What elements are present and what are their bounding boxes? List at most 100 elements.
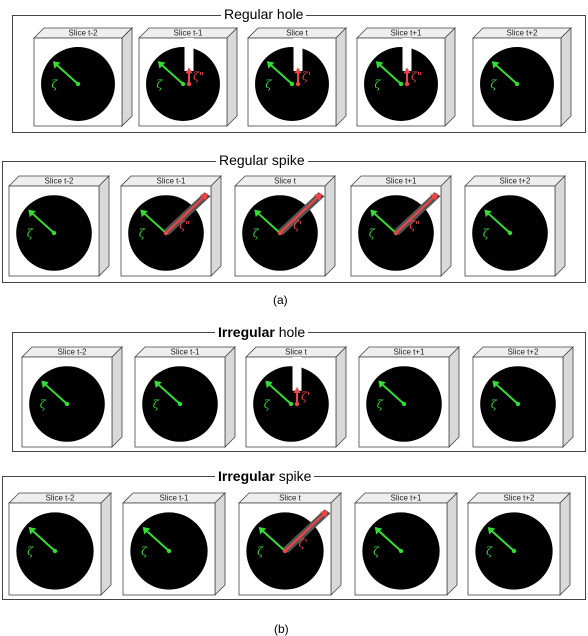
zeta-label: ζ — [139, 227, 146, 240]
zeta-label: ζ — [491, 398, 498, 411]
slice-cube: Slice t-2 ζ — [21, 346, 123, 448]
zeta-label: ζ — [153, 398, 160, 411]
defect-zeta-label: ζ' — [293, 219, 302, 232]
hole-notch — [402, 38, 412, 72]
normal-vector — [487, 527, 517, 554]
cube-side — [444, 27, 456, 127]
slice-label: Slice t — [286, 29, 309, 38]
normal-vector — [41, 380, 70, 407]
defect-zeta-label: ζ" — [411, 70, 422, 83]
cube-side — [446, 492, 458, 596]
normal-vector — [142, 527, 172, 554]
slice-cube: Slice t-1 ζ — [122, 492, 226, 596]
defect-vector — [277, 193, 322, 236]
slice-label: Slice t — [274, 177, 297, 186]
slice-svg: Slice t+2 ζ — [472, 346, 574, 448]
hole-notch — [292, 357, 302, 391]
cube-side — [210, 175, 222, 277]
cube-side — [100, 492, 112, 596]
panel-title: Regular spike — [216, 153, 308, 167]
normal-vector — [378, 380, 407, 407]
slice-label: Slice t — [285, 348, 308, 357]
cube-side — [560, 27, 572, 127]
slice-svg: Slice t+1 ζ — [354, 492, 458, 596]
slice-label: Slice t-2 — [46, 494, 75, 503]
zeta-label: ζ — [156, 78, 163, 91]
slice-label: Slice t+2 — [500, 177, 531, 186]
slice-label: Slice t-2 — [58, 348, 87, 357]
slice-label: Slice t+1 — [391, 29, 422, 38]
cube-side — [121, 27, 133, 127]
slice-label: Slice t-2 — [69, 29, 98, 38]
normal-vector — [157, 61, 186, 87]
cube-side — [224, 346, 236, 448]
normal-vector — [265, 380, 294, 407]
slice-cube: Slice t+1 ζ ζ" — [350, 175, 452, 277]
zeta-label: ζ — [374, 78, 381, 91]
slice-label: Slice t-1 — [174, 29, 203, 38]
slice-svg: Slice t-1 ζ — [122, 492, 226, 596]
slice-cube: Slice t ζ ζ' — [238, 492, 342, 596]
slice-cube: Slice t+2 ζ — [472, 346, 574, 448]
cube-side — [330, 492, 342, 596]
normal-vector — [28, 527, 58, 554]
cube-side — [335, 346, 347, 448]
slice-label: Slice t+1 — [386, 177, 417, 186]
slice-svg: Slice t-1 ζ — [134, 346, 236, 448]
panel-irregular-spike: Irregular spike Slice t-2 ζ Slice t-1 ζ Slic… — [2, 469, 586, 600]
slice-cube: Slice t-2 ζ — [8, 492, 112, 596]
slice-label: Slice t-2 — [45, 177, 74, 186]
slice-cube: Slice t+1 ζ ζ" — [356, 27, 456, 127]
cube-side — [440, 175, 452, 277]
defect-vector — [282, 510, 328, 554]
slice-label: Slice t-1 — [171, 348, 200, 357]
normal-vector — [266, 61, 295, 87]
zeta-label: ζ — [377, 398, 384, 411]
slice-cube: Slice t-2 ζ — [8, 175, 110, 277]
defect-zeta-label: ζ" — [179, 219, 190, 232]
zeta-label: ζ — [141, 545, 148, 558]
slice-svg: Slice t-1 ζ ζ" — [138, 27, 238, 127]
caption-b: (b) — [274, 622, 289, 636]
slice-svg: Slice t-2 ζ — [8, 492, 112, 596]
slice-svg: Slice t+2 ζ — [464, 175, 566, 277]
cube-side — [562, 346, 574, 448]
zeta-label: ζ — [373, 545, 380, 558]
caption-a: (a) — [273, 293, 288, 307]
slice-svg: Slice t+1 ζ ζ" — [350, 175, 452, 277]
defect-vector — [403, 67, 411, 87]
slice-svg: Slice t+1 ζ — [358, 346, 460, 448]
normal-vector — [52, 61, 81, 87]
slice-cube: Slice t+1 ζ — [358, 346, 460, 448]
slice-svg: Slice t ζ ζ' — [245, 346, 347, 448]
slice-cube: Slice t-1 ζ ζ" — [120, 175, 222, 277]
zeta-label: ζ — [265, 78, 272, 91]
slice-label: Slice t+2 — [507, 29, 538, 38]
zeta-label: ζ — [27, 227, 34, 240]
zeta-label: ζ — [51, 78, 58, 91]
normal-vector — [154, 380, 183, 407]
zeta-label: ζ — [264, 398, 271, 411]
normal-vector — [491, 61, 520, 87]
slice-cube: Slice t-1 ζ ζ" — [138, 27, 238, 127]
defect-zeta-label: ζ' — [301, 390, 310, 403]
slice-label: Slice t+1 — [394, 348, 425, 357]
slice-svg: Slice t ζ ζ' — [234, 175, 336, 277]
slice-svg: Slice t-1 ζ ζ" — [120, 175, 222, 277]
slice-cube: Slice t-2 ζ — [33, 27, 133, 127]
zeta-label: ζ — [27, 545, 34, 558]
slice-svg: Slice t+2 ζ — [472, 27, 572, 127]
zeta-label: ζ — [483, 227, 490, 240]
defect-zeta-label: ζ' — [299, 537, 308, 550]
zeta-label: ζ — [253, 227, 260, 240]
panel-regular-spike: Regular spike Slice t-2 ζ Slice t-1 ζ ζ" Slic… — [2, 153, 586, 283]
slice-cube: Slice t ζ ζ' — [247, 27, 347, 127]
slice-cube: Slice t-1 ζ — [134, 346, 236, 448]
slice-label: Slice t+2 — [504, 494, 535, 503]
cube-side — [111, 346, 123, 448]
defect-vector — [185, 67, 193, 87]
normal-vector — [374, 527, 404, 554]
slice-svg: Slice t-2 ζ — [8, 175, 110, 277]
slice-svg: Slice t-2 ζ — [33, 27, 133, 127]
panel-title: Irregular hole — [215, 325, 309, 339]
